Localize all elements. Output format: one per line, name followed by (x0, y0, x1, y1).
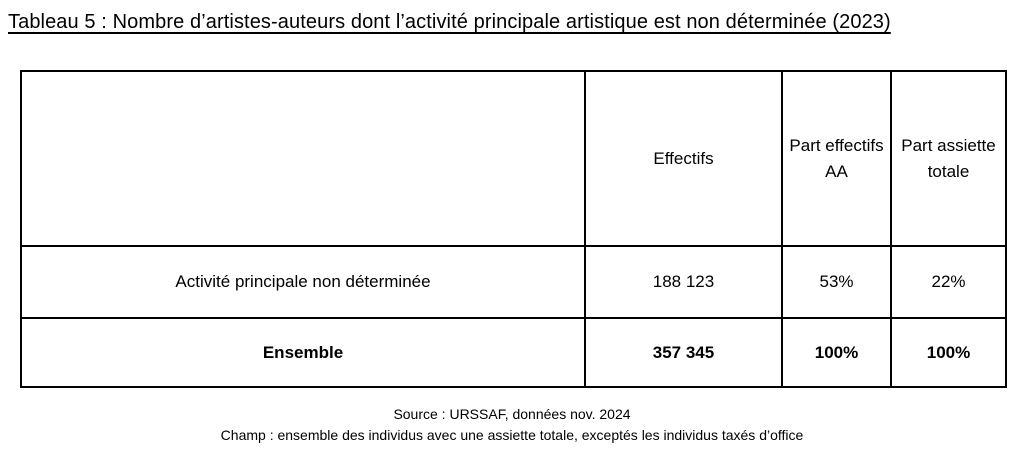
cell-part-effectifs-aa: 53% (781, 245, 892, 319)
cell-effectifs: 188 123 (584, 245, 783, 319)
row-label: Ensemble (20, 317, 586, 388)
table-row: Activité principale non déterminée 188 1… (20, 245, 1007, 319)
page-title: Tableau 5 : Nombre d’artistes-auteurs do… (8, 11, 891, 33)
source-note: Source : URSSAF, données nov. 2024 (393, 406, 631, 422)
champ-note: Champ : ensemble des individus avec une … (220, 427, 804, 443)
table-row-total: Ensemble 357 345 100% 100% (20, 317, 1007, 388)
cell-part-effectifs-aa: 100% (781, 317, 892, 388)
header-cell-part-effectifs-aa: Part effectifs AA (781, 70, 892, 247)
header-cell-empty (20, 70, 586, 247)
row-label: Activité principale non déterminée (20, 245, 586, 319)
cell-effectifs: 357 345 (584, 317, 783, 388)
header-cell-effectifs: Effectifs (584, 70, 783, 247)
stats-table: Effectifs Part effectifs AA Part assiett… (20, 70, 1007, 388)
cell-part-assiette-totale: 100% (890, 317, 1007, 388)
cell-part-assiette-totale: 22% (890, 245, 1007, 319)
table-header-row: Effectifs Part effectifs AA Part assiett… (20, 70, 1007, 247)
header-cell-part-assiette-totale: Part assiette totale (890, 70, 1007, 247)
footnotes: Source : URSSAF, données nov. 2024 Champ… (0, 404, 1024, 446)
